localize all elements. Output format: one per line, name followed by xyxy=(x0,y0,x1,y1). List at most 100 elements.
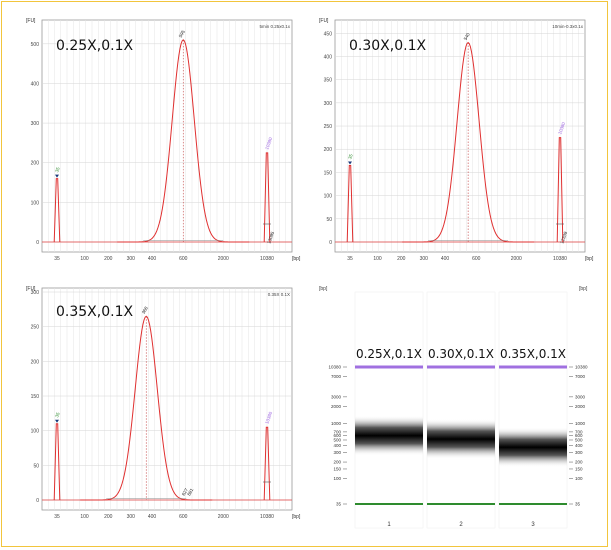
x-tick-label: 200 xyxy=(104,256,113,262)
y-tick-label: 150 xyxy=(324,170,333,176)
x-tick-label: 10380 xyxy=(260,256,274,262)
x-tick-label: 400 xyxy=(148,256,157,262)
y-tick-label: 250 xyxy=(324,124,333,130)
y-tick-label: 200 xyxy=(31,161,40,167)
lane-sample-label: 0.25X,0.1X xyxy=(356,347,422,361)
gel-left-tick-label: 400 xyxy=(333,443,341,448)
lower-marker-band xyxy=(427,503,495,505)
gel-left-tick-label: 100 xyxy=(333,476,341,481)
sample-label-a: 0.25X,0.1X xyxy=(56,38,133,54)
x-tick-label: 100 xyxy=(80,514,89,520)
upper-marker-peak-c xyxy=(263,426,271,501)
x-tick-label: 100 xyxy=(80,256,89,262)
upper-marker-label: 10380 xyxy=(264,411,273,425)
gel-right-tick-label: 1000 xyxy=(575,421,586,426)
gel-left-tick-label: 150 xyxy=(333,466,341,471)
gel-left-tick-label: 35 xyxy=(336,502,342,507)
lower-marker-band xyxy=(499,503,567,505)
y-tick-label: 200 xyxy=(31,359,40,365)
sample-band xyxy=(427,419,495,460)
gel-lane-1 xyxy=(354,291,424,529)
sample-peak-label: 540 xyxy=(463,32,471,41)
electropherogram-panel-a: 0 100 200 300 400 500 35 100 200 300 400 600 2000 10… xyxy=(24,14,306,276)
plot-area-c: 0 50 100 150 200 250 300 35 100 200 300 400 600 2000… xyxy=(31,287,293,520)
y-tick-label: 0 xyxy=(329,240,332,246)
y-tick-label: 0 xyxy=(36,498,39,504)
y-axis-label-b: [FU] xyxy=(319,18,329,24)
x-tick-label: 35 xyxy=(347,256,353,262)
y-tick-label: 500 xyxy=(31,42,40,48)
gel-right-tick-label: 500 xyxy=(575,437,583,442)
lower-marker-peak-b xyxy=(346,164,354,243)
gel-left-tick-label: 500 xyxy=(333,437,341,442)
x-axis-label-a: [bp] xyxy=(292,256,301,262)
y-axis-label-a: [FU] xyxy=(26,18,36,24)
y-axis-label-c: [FU] xyxy=(26,286,36,292)
x-axis-label-b: [bp] xyxy=(585,256,594,262)
gel-lane-2 xyxy=(426,291,496,529)
y-tick-label: 300 xyxy=(324,101,333,107)
x-tick-label: 400 xyxy=(441,256,450,262)
x-tick-label: 600 xyxy=(179,514,188,520)
lower-marker-label: 35 xyxy=(54,411,61,418)
plot-area-b: 0 50 100 150 200 250 300 350 400 450 35 100 200 300 4… xyxy=(324,19,586,262)
gel-right-tick-label: 700 xyxy=(575,429,583,434)
y-tick-label: 300 xyxy=(31,290,40,296)
gel-svg: 0.25X,0.1X 1 0.30X,0.1X 2 0.35X,0.1X 3 10380 1… xyxy=(319,284,588,530)
gel-right-tick-label: 600 xyxy=(575,433,583,438)
upper-marker-peak-b xyxy=(556,137,564,243)
gel-right-tick-label: 10380 xyxy=(575,365,588,370)
x-tick-label: 300 xyxy=(420,256,429,262)
y-tick-label: 400 xyxy=(324,54,333,60)
sample-peak-label: 595 xyxy=(178,29,186,38)
upper-marker-label: 10380 xyxy=(557,121,566,135)
x-tick-label: 300 xyxy=(127,514,136,520)
upper-marker-band xyxy=(355,365,423,369)
x-tick-label: 200 xyxy=(104,514,113,520)
gel-left-tick-label: 7000 xyxy=(331,374,342,379)
y-tick-label: 100 xyxy=(31,429,40,435)
x-tick-label: 100 xyxy=(373,256,382,262)
lane-number: 3 xyxy=(531,522,535,528)
lower-marker-peak-a xyxy=(53,178,61,243)
x-tick-label: 600 xyxy=(472,256,481,262)
electropherogram-panel-b: 0 50 100 150 200 250 300 350 400 450 35 100 200 300 4… xyxy=(317,14,599,276)
electropherogram-b-svg: 0 50 100 150 200 250 300 350 400 450 35 100 200 300 4… xyxy=(319,18,594,262)
gel-right-tick-label: 7000 xyxy=(575,374,586,379)
sample-band xyxy=(355,415,423,456)
lower-marker-flag xyxy=(55,174,59,178)
gel-right-tick-label: 100 xyxy=(575,476,583,481)
y-tick-label: 100 xyxy=(324,194,333,200)
x-tick-label: 2000 xyxy=(218,256,229,262)
lower-marker-label: 35 xyxy=(347,153,354,160)
gel-left-tick-label: 600 xyxy=(333,433,341,438)
plot-area-a: 0 100 200 300 400 500 35 100 200 300 400 600 2000 10… xyxy=(31,19,293,262)
sample-peak-a xyxy=(117,39,250,243)
y-tick-label: 200 xyxy=(324,147,333,153)
electropherogram-panel-c: 0 50 100 150 200 250 300 35 100 200 300 400 600 2000… xyxy=(24,282,306,534)
lower-marker-flag xyxy=(348,161,352,165)
lane-sample-label: 0.30X,0.1X xyxy=(428,347,494,361)
x-tick-label: 10380 xyxy=(553,256,567,262)
minor-peak-label: 881 xyxy=(186,487,194,496)
corner-title-b: 10min-0.3x0.1x xyxy=(552,24,584,29)
x-tick-label: 2000 xyxy=(218,514,229,520)
gel-panel: 0.25X,0.1X 1 0.30X,0.1X 2 0.35X,0.1X 3 10380 1… xyxy=(317,282,599,534)
upper-marker-peak-a xyxy=(263,152,271,243)
y-tick-label: 100 xyxy=(31,200,40,206)
lower-marker-peak-c xyxy=(53,423,61,501)
sample-label-b: 0.30X,0.1X xyxy=(349,38,426,54)
gel-right-tick-label: 200 xyxy=(575,460,583,465)
upper-marker-band xyxy=(499,365,567,369)
upper-region-label: 13095 xyxy=(266,230,275,244)
x-tick-label: 300 xyxy=(127,256,136,262)
gel-left-tick-label: 300 xyxy=(333,450,341,455)
gel-left-tick-label: 200 xyxy=(333,460,341,465)
x-tick-label: 35 xyxy=(54,256,60,262)
gel-right-axis-label: [bp] xyxy=(579,286,588,292)
upper-marker-label: 10380 xyxy=(264,136,273,150)
sample-peak-b xyxy=(402,41,535,243)
gel-left-tick-label: 1000 xyxy=(331,421,342,426)
lower-marker-flag xyxy=(55,419,59,423)
